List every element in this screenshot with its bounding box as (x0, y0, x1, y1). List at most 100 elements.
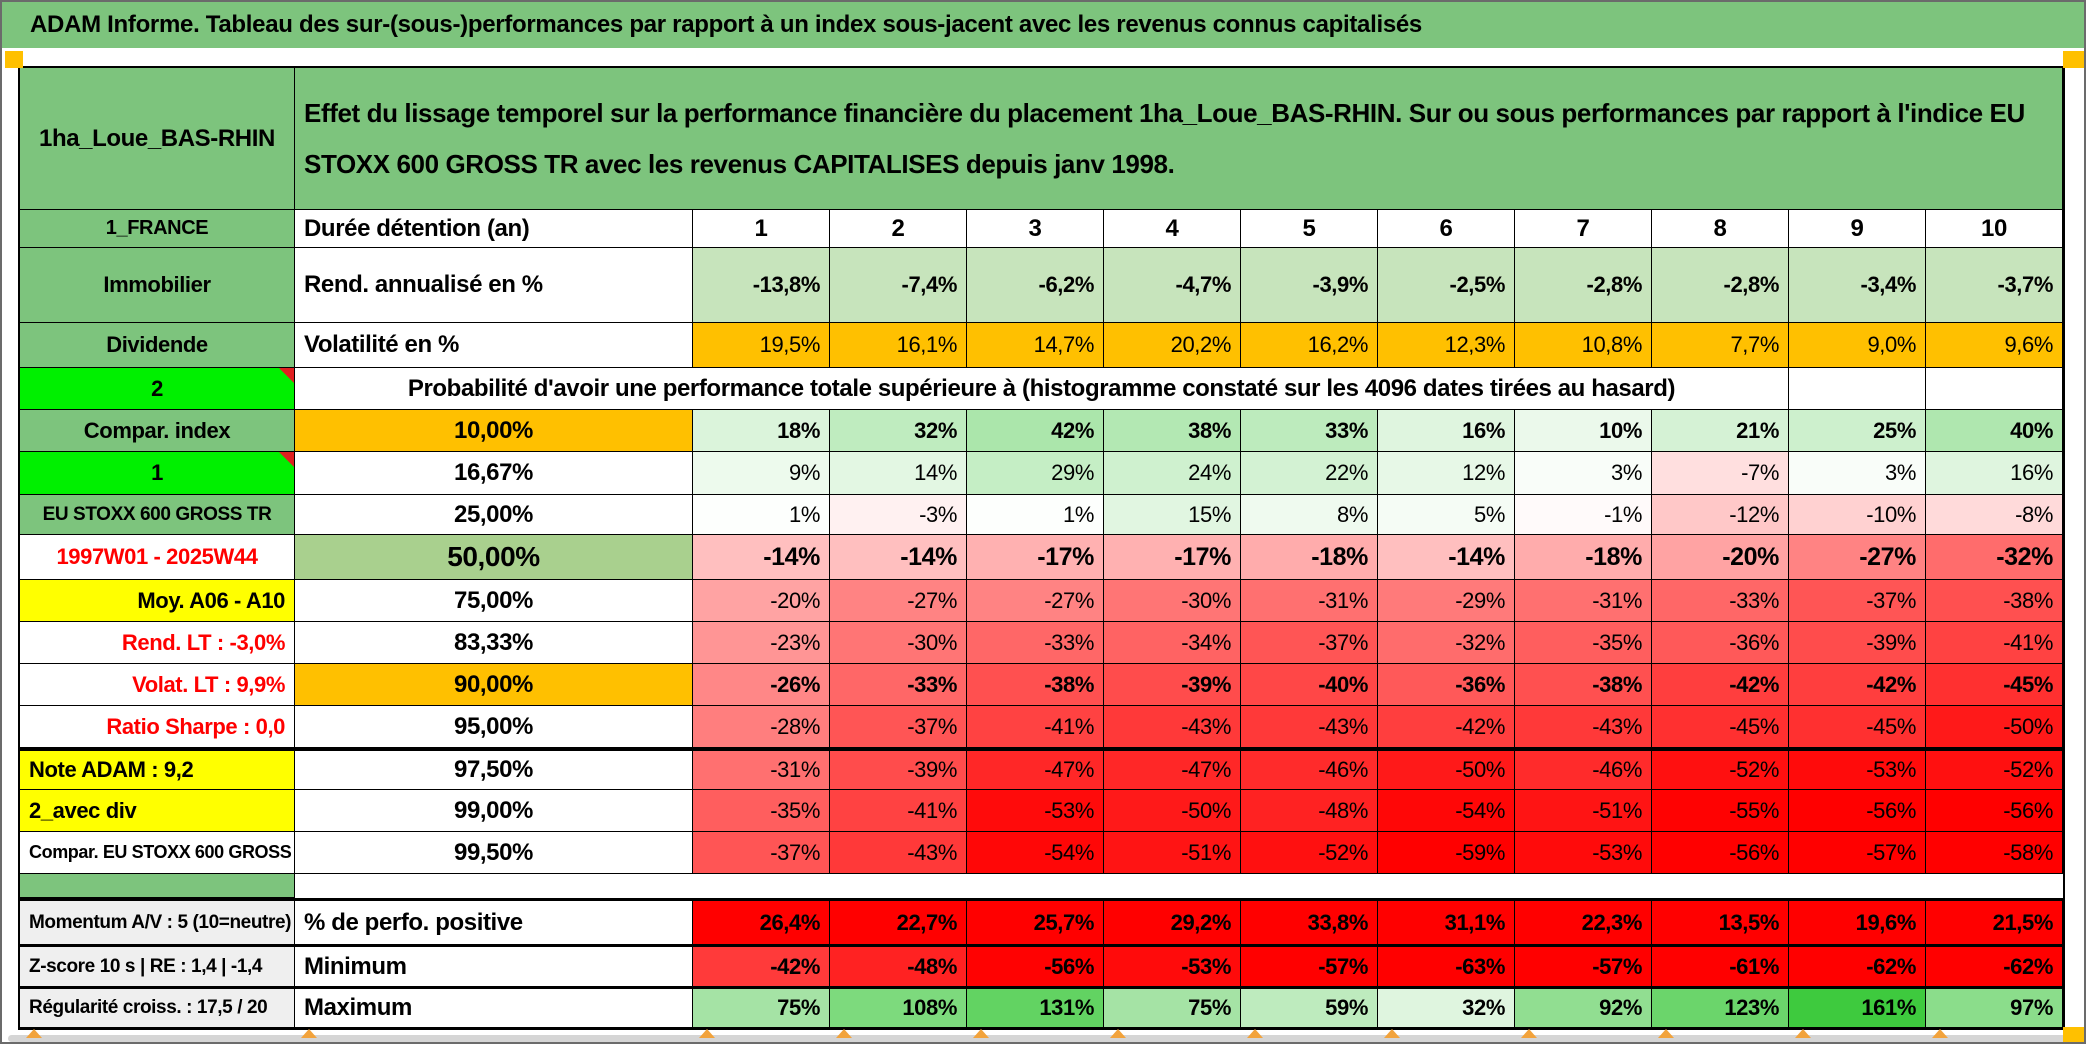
cell-p8333-c10[interactable]: -39% (1789, 622, 1926, 664)
cell-volatility-c1[interactable]: Volatilité en % (295, 323, 693, 368)
cell-header-c1[interactable]: Effet du lissage temporel sur la perform… (295, 68, 2063, 210)
cell-p75-c9[interactable]: -33% (1652, 580, 1789, 622)
row-label-duration[interactable]: 1_FRANCE (20, 210, 295, 248)
cell-positive-perf-c5[interactable]: 29,2% (1104, 901, 1241, 945)
cell-annual-return-c8[interactable]: -2,8% (1515, 248, 1652, 323)
cell-p8333-c11[interactable]: -41% (1926, 622, 2063, 664)
cell-annual-return-c11[interactable]: -3,7% (1926, 248, 2063, 323)
cell-p99-c4[interactable]: -53% (967, 790, 1104, 832)
cell-p99-c6[interactable]: -48% (1241, 790, 1378, 832)
cell-p75-c1[interactable]: 75,00% (295, 580, 693, 622)
cell-p25-c2[interactable]: 1% (693, 495, 830, 535)
cell-p99-c7[interactable]: -54% (1378, 790, 1515, 832)
cell-p99-c2[interactable]: -35% (693, 790, 830, 832)
cell-p25-c8[interactable]: -1% (1515, 495, 1652, 535)
cell-p75-c7[interactable]: -29% (1378, 580, 1515, 622)
cell-p10-c7[interactable]: 16% (1378, 410, 1515, 452)
cell-minimum-c8[interactable]: -57% (1515, 947, 1652, 987)
cell-p995-c2[interactable]: -37% (693, 832, 830, 874)
cell-maximum-c7[interactable]: 32% (1378, 989, 1515, 1028)
row-label-p95[interactable]: Ratio Sharpe : 0,0 (20, 706, 295, 748)
cell-p90-c7[interactable]: -36% (1378, 664, 1515, 706)
cell-p8333-c3[interactable]: -30% (830, 622, 967, 664)
cell-maximum-c4[interactable]: 131% (967, 989, 1104, 1028)
cell-p75-c6[interactable]: -31% (1241, 580, 1378, 622)
cell-separator-c1[interactable] (295, 874, 2063, 898)
cell-p8333-c8[interactable]: -35% (1515, 622, 1652, 664)
cell-p25-c3[interactable]: -3% (830, 495, 967, 535)
cell-p99-c10[interactable]: -56% (1789, 790, 1926, 832)
cell-minimum-c2[interactable]: -42% (693, 947, 830, 987)
cell-p95-c11[interactable]: -50% (1926, 706, 2063, 748)
cell-maximum-c11[interactable]: 97% (1926, 989, 2063, 1028)
cell-p975-c10[interactable]: -53% (1789, 751, 1926, 790)
cell-duration-c7[interactable]: 6 (1378, 210, 1515, 248)
cell-p1667-c9[interactable]: -7% (1652, 452, 1789, 495)
cell-p995-c1[interactable]: 99,50% (295, 832, 693, 874)
cell-annual-return-c10[interactable]: -3,4% (1789, 248, 1926, 323)
cell-p1667-c4[interactable]: 29% (967, 452, 1104, 495)
cell-p10-c2[interactable]: 18% (693, 410, 830, 452)
cell-p8333-c9[interactable]: -36% (1652, 622, 1789, 664)
cell-positive-perf-c9[interactable]: 13,5% (1652, 901, 1789, 945)
row-label-minimum[interactable]: Z-score 10 s | RE : 1,4 | -1,4 (20, 947, 295, 987)
cell-p95-c4[interactable]: -41% (967, 706, 1104, 748)
cell-p99-c1[interactable]: 99,00% (295, 790, 693, 832)
cell-p10-c4[interactable]: 42% (967, 410, 1104, 452)
cell-p10-c6[interactable]: 33% (1241, 410, 1378, 452)
cell-positive-perf-c7[interactable]: 31,1% (1378, 901, 1515, 945)
cell-p1667-c6[interactable]: 22% (1241, 452, 1378, 495)
cell-p995-c9[interactable]: -56% (1652, 832, 1789, 874)
cell-p50-c2[interactable]: -14% (693, 535, 830, 580)
cell-volatility-c7[interactable]: 12,3% (1378, 323, 1515, 368)
cell-p50-c3[interactable]: -14% (830, 535, 967, 580)
cell-p975-c8[interactable]: -46% (1515, 751, 1652, 790)
cell-duration-c4[interactable]: 3 (967, 210, 1104, 248)
cell-annual-return-c7[interactable]: -2,5% (1378, 248, 1515, 323)
cell-volatility-c10[interactable]: 9,0% (1789, 323, 1926, 368)
cell-p975-c5[interactable]: -47% (1104, 751, 1241, 790)
cell-annual-return-c6[interactable]: -3,9% (1241, 248, 1378, 323)
cell-p995-c3[interactable]: -43% (830, 832, 967, 874)
cell-p90-c6[interactable]: -40% (1241, 664, 1378, 706)
cell-p95-c9[interactable]: -45% (1652, 706, 1789, 748)
cell-positive-perf-c10[interactable]: 19,6% (1789, 901, 1926, 945)
cell-p995-c11[interactable]: -58% (1926, 832, 2063, 874)
cell-p1667-c7[interactable]: 12% (1378, 452, 1515, 495)
cell-minimum-c1[interactable]: Minimum (295, 947, 693, 987)
cell-positive-perf-c6[interactable]: 33,8% (1241, 901, 1378, 945)
cell-positive-perf-c2[interactable]: 26,4% (693, 901, 830, 945)
cell-p95-c5[interactable]: -43% (1104, 706, 1241, 748)
cell-p25-c6[interactable]: 8% (1241, 495, 1378, 535)
cell-p50-c6[interactable]: -18% (1241, 535, 1378, 580)
cell-minimum-c10[interactable]: -62% (1789, 947, 1926, 987)
cell-p75-c8[interactable]: -31% (1515, 580, 1652, 622)
cell-p8333-c4[interactable]: -33% (967, 622, 1104, 664)
cell-minimum-c7[interactable]: -63% (1378, 947, 1515, 987)
cell-p25-c5[interactable]: 15% (1104, 495, 1241, 535)
cell-p10-c10[interactable]: 25% (1789, 410, 1926, 452)
cell-p975-c11[interactable]: -52% (1926, 751, 2063, 790)
cell-p25-c1[interactable]: 25,00% (295, 495, 693, 535)
cell-minimum-c4[interactable]: -56% (967, 947, 1104, 987)
cell-p995-c7[interactable]: -59% (1378, 832, 1515, 874)
cell-p95-c10[interactable]: -45% (1789, 706, 1926, 748)
cell-minimum-c9[interactable]: -61% (1652, 947, 1789, 987)
row-label-p50[interactable]: 1997W01 - 2025W44 (20, 535, 295, 580)
cell-p75-c11[interactable]: -38% (1926, 580, 2063, 622)
cell-p25-c9[interactable]: -12% (1652, 495, 1789, 535)
cell-p10-c11[interactable]: 40% (1926, 410, 2063, 452)
cell-duration-c2[interactable]: 1 (693, 210, 830, 248)
cell-p8333-c6[interactable]: -37% (1241, 622, 1378, 664)
cell-minimum-c5[interactable]: -53% (1104, 947, 1241, 987)
cell-p995-c4[interactable]: -54% (967, 832, 1104, 874)
cell-maximum-c1[interactable]: Maximum (295, 989, 693, 1028)
horizontal-scrollbar[interactable] (8, 1035, 2076, 1042)
cell-p995-c10[interactable]: -57% (1789, 832, 1926, 874)
cell-p95-c1[interactable]: 95,00% (295, 706, 693, 748)
cell-p50-c8[interactable]: -18% (1515, 535, 1652, 580)
cell-p975-c1[interactable]: 97,50% (295, 751, 693, 790)
cell-minimum-c6[interactable]: -57% (1241, 947, 1378, 987)
cell-annual-return-c5[interactable]: -4,7% (1104, 248, 1241, 323)
row-label-p10[interactable]: Compar. index (20, 410, 295, 452)
